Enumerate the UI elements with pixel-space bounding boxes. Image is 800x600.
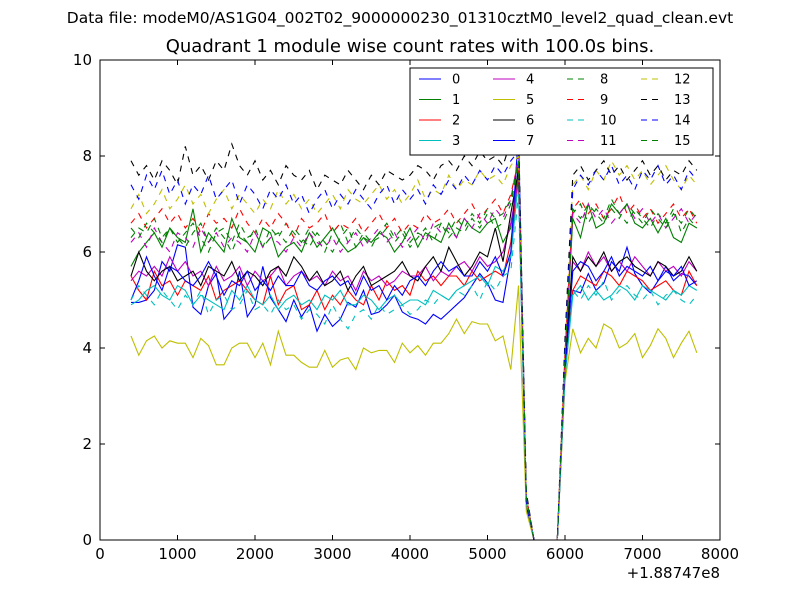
- legend-label-3: 3: [452, 134, 460, 149]
- legend-label-15: 15: [674, 134, 691, 149]
- suptitle: Data file: modeM0/AS1G04_002T02_90000002…: [66, 9, 734, 27]
- x-offset-label: +1.88747e8: [627, 564, 720, 582]
- series-line-9: [130, 160, 698, 540]
- legend-label-13: 13: [674, 93, 691, 108]
- x-tick-label: 4000: [391, 545, 429, 563]
- legend-label-9: 9: [600, 93, 608, 108]
- series-line-8: [130, 165, 698, 540]
- legend-label-2: 2: [452, 114, 460, 129]
- legend-label-11: 11: [600, 134, 617, 149]
- legend-label-5: 5: [526, 93, 534, 108]
- legend-label-4: 4: [526, 73, 534, 88]
- series-line-15: [130, 160, 698, 540]
- legend-label-6: 6: [526, 114, 534, 129]
- legend-label-0: 0: [452, 73, 460, 88]
- series-line-10: [130, 194, 698, 540]
- series-line-13: [130, 125, 698, 540]
- series-line-0: [131, 160, 698, 540]
- x-tick-label: 3000: [313, 545, 351, 563]
- y-tick-label: 0: [82, 531, 92, 549]
- legend-label-10: 10: [600, 114, 617, 129]
- legend-label-12: 12: [674, 73, 691, 88]
- legend-label-7: 7: [526, 134, 534, 149]
- series-line-5: [130, 285, 698, 540]
- y-tick-label: 8: [82, 147, 92, 165]
- x-tick-label: 2000: [236, 545, 274, 563]
- series-line-14: [130, 149, 698, 540]
- series-line-12: [130, 154, 698, 540]
- ticks-layer: 0 1000 2000 3000 4000 5000 6000 7000 80000246810…: [73, 51, 739, 582]
- y-tick-label: 4: [82, 339, 92, 357]
- x-tick-label: 1000: [158, 545, 196, 563]
- y-tick-label: 10: [73, 51, 92, 69]
- x-tick-label: 5000: [468, 545, 506, 563]
- y-tick-label: 2: [82, 435, 92, 453]
- series-line-1: [130, 170, 698, 540]
- series-line-11: [130, 155, 698, 540]
- x-tick-label: 6000: [546, 545, 584, 563]
- legend-box: [409, 67, 714, 156]
- legend-label-8: 8: [600, 73, 608, 88]
- series-line-3: [130, 179, 698, 540]
- legend-label-1: 1: [452, 93, 460, 108]
- series-line-7: [130, 131, 698, 540]
- series-line-4: [130, 179, 698, 540]
- x-tick-label: 7000: [623, 545, 661, 563]
- series-layer: [130, 125, 698, 540]
- x-tick-label: 0: [95, 545, 105, 563]
- y-tick-label: 6: [82, 243, 92, 261]
- legend-label-14: 14: [674, 114, 691, 129]
- x-tick-label: 8000: [701, 545, 739, 563]
- chart-title: Quadrant 1 module wise count rates with …: [165, 36, 655, 57]
